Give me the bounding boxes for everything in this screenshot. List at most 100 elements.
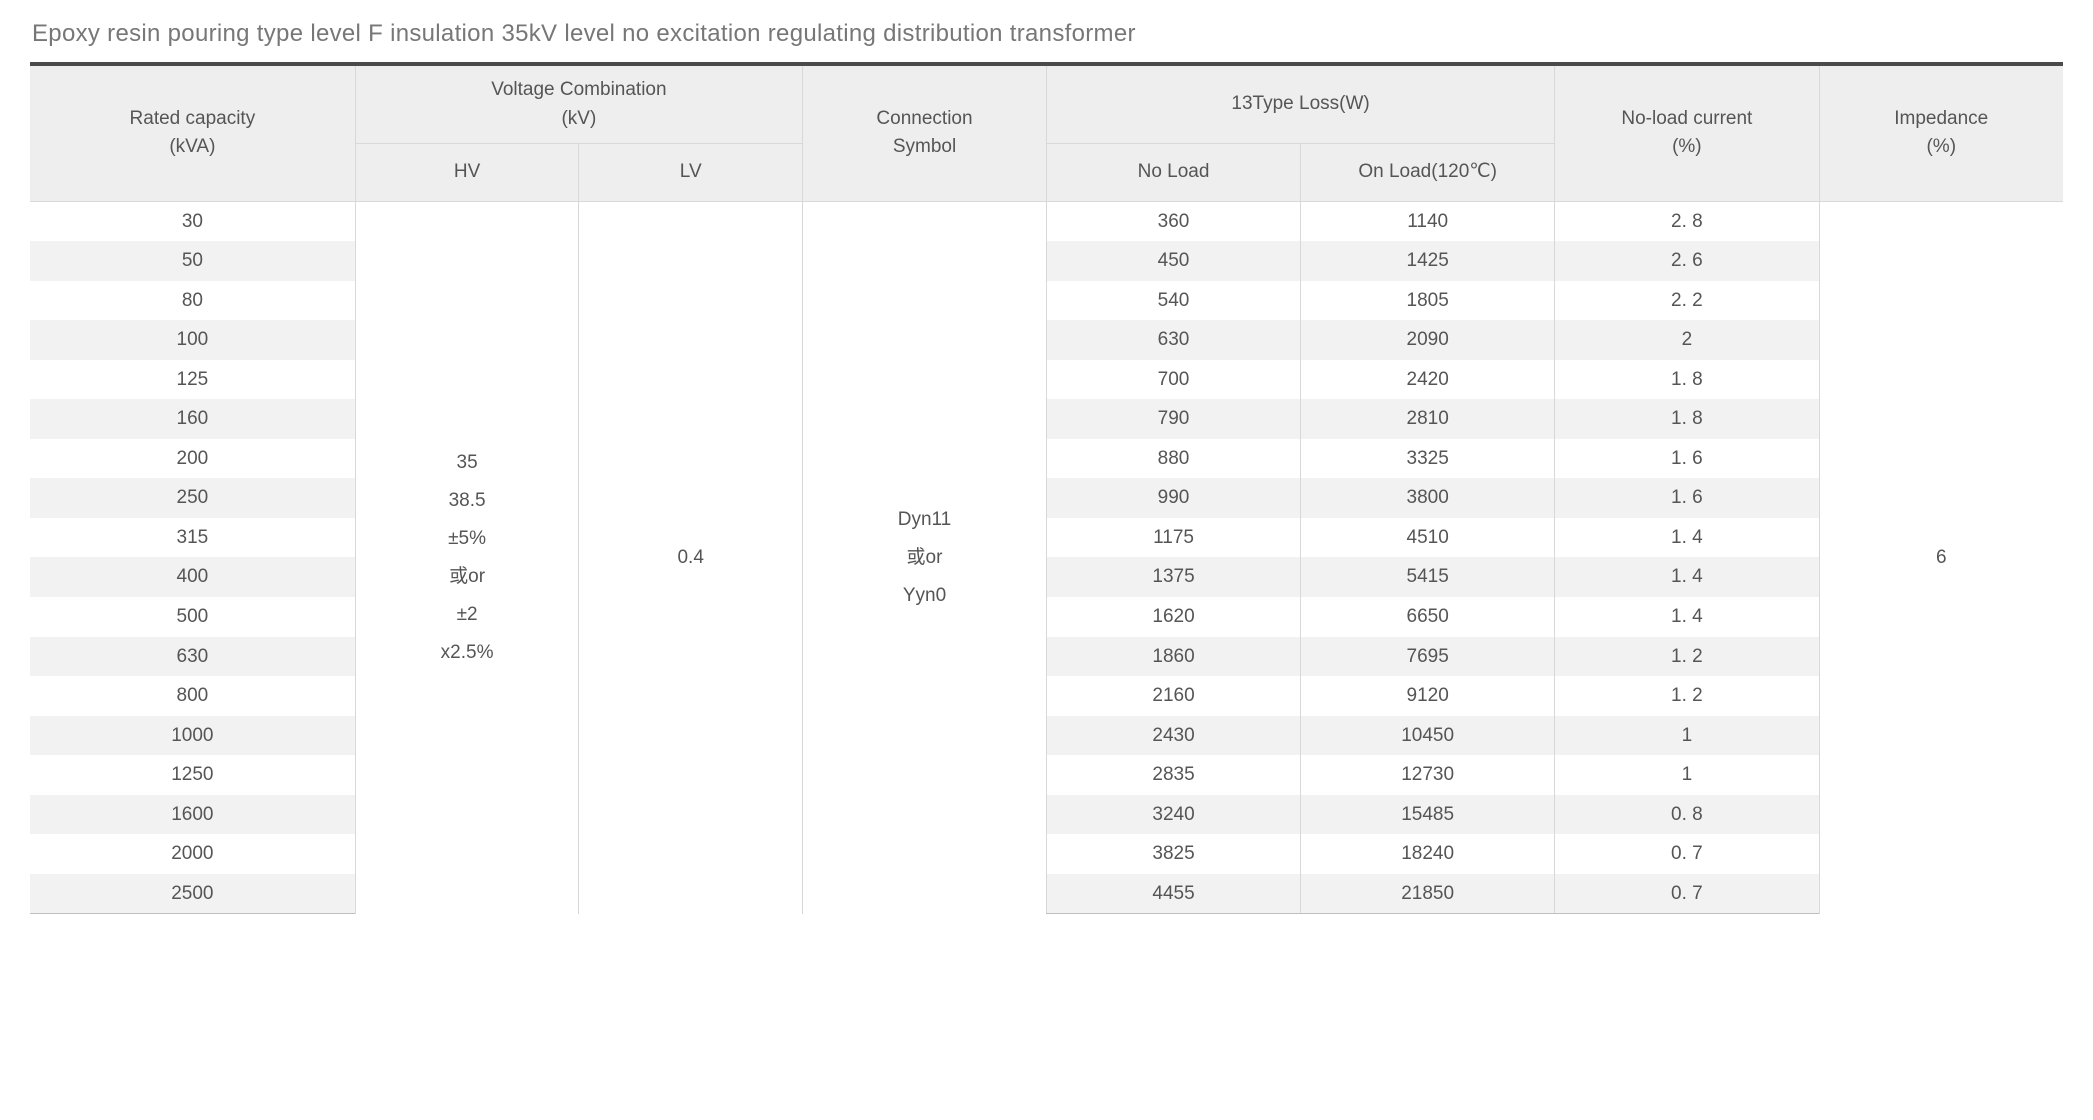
cell-rated-capacity: 1250	[30, 755, 355, 795]
cell-on-load: 15485	[1301, 795, 1555, 835]
cell-no-load: 360	[1046, 201, 1300, 241]
cell-rated-capacity: 30	[30, 201, 355, 241]
col-no-load-current: No-load current(%)	[1555, 64, 1819, 201]
cell-no-load-current: 1	[1555, 755, 1819, 795]
col-no-load: No Load	[1046, 144, 1300, 202]
cell-on-load: 2420	[1301, 360, 1555, 400]
cell-no-load: 1175	[1046, 518, 1300, 558]
transformer-spec-table: Rated capacity(kVA) Voltage Combination(…	[30, 62, 2063, 914]
table-row: 16079028101. 8	[30, 399, 2063, 439]
table-row: 303538.5±5%或or±2x2.5%0.4Dyn11或orYyn03601…	[30, 201, 2063, 241]
cell-no-load: 990	[1046, 478, 1300, 518]
cell-on-load: 1805	[1301, 281, 1555, 321]
cell-rated-capacity: 800	[30, 676, 355, 716]
cell-no-load-current: 0. 8	[1555, 795, 1819, 835]
table-row: 80 54018052. 2	[30, 281, 2063, 321]
cell-no-load: 630	[1046, 320, 1300, 360]
cell-on-load: 3800	[1301, 478, 1555, 518]
col-voltage-combination: Voltage Combination(kV)	[355, 64, 802, 144]
cell-no-load: 1860	[1046, 637, 1300, 677]
col-lv: LV	[579, 144, 803, 202]
cell-impedance-merged: 6	[1819, 201, 2063, 914]
cell-on-load: 1140	[1301, 201, 1555, 241]
col-type-loss: 13Type Loss(W)	[1046, 64, 1554, 144]
cell-no-load: 700	[1046, 360, 1300, 400]
cell-rated-capacity: 1600	[30, 795, 355, 835]
table-row: 630 186076951. 2	[30, 637, 2063, 677]
table-row: 50 45014252. 6	[30, 241, 2063, 281]
cell-no-load-current: 1. 8	[1555, 360, 1819, 400]
cell-no-load-current: 2. 6	[1555, 241, 1819, 281]
cell-no-load-current: 2	[1555, 320, 1819, 360]
cell-no-load: 2835	[1046, 755, 1300, 795]
cell-no-load-current: 1. 6	[1555, 478, 1819, 518]
cell-on-load: 1425	[1301, 241, 1555, 281]
cell-rated-capacity: 400	[30, 557, 355, 597]
cell-on-load: 4510	[1301, 518, 1555, 558]
cell-on-load: 7695	[1301, 637, 1555, 677]
cell-no-load: 3240	[1046, 795, 1300, 835]
table-row: 10002430104501	[30, 716, 2063, 756]
cell-rated-capacity: 125	[30, 360, 355, 400]
cell-on-load: 18240	[1301, 834, 1555, 874]
cell-rated-capacity: 50	[30, 241, 355, 281]
cell-rated-capacity: 1000	[30, 716, 355, 756]
cell-on-load: 5415	[1301, 557, 1555, 597]
cell-no-load: 540	[1046, 281, 1300, 321]
cell-on-load: 2810	[1301, 399, 1555, 439]
cell-no-load-current: 1. 8	[1555, 399, 1819, 439]
table-row: 100 63020902	[30, 320, 2063, 360]
cell-no-load-current: 1	[1555, 716, 1819, 756]
cell-rated-capacity: 2000	[30, 834, 355, 874]
table-body: 303538.5±5%或or±2x2.5%0.4Dyn11或orYyn03601…	[30, 201, 2063, 914]
table-row: 1600 3240154850. 8	[30, 795, 2063, 835]
cell-no-load: 3825	[1046, 834, 1300, 874]
col-rated-capacity: Rated capacity(kVA)	[30, 64, 355, 201]
table-row: 200 88033251. 6	[30, 439, 2063, 479]
cell-no-load-current: 1. 6	[1555, 439, 1819, 479]
cell-rated-capacity: 2500	[30, 874, 355, 914]
col-on-load: On Load(120℃)	[1301, 144, 1555, 202]
cell-no-load-current: 2. 2	[1555, 281, 1819, 321]
cell-rated-capacity: 500	[30, 597, 355, 637]
cell-on-load: 12730	[1301, 755, 1555, 795]
cell-on-load: 6650	[1301, 597, 1555, 637]
cell-no-load-current: 1. 4	[1555, 597, 1819, 637]
table-row: 25004455218500. 7	[30, 874, 2063, 914]
table-row: 1250 2835127301	[30, 755, 2063, 795]
cell-hv-merged: 3538.5±5%或or±2x2.5%	[355, 201, 579, 914]
col-hv: HV	[355, 144, 579, 202]
cell-no-load: 2160	[1046, 676, 1300, 716]
cell-no-load: 880	[1046, 439, 1300, 479]
cell-no-load-current: 1. 2	[1555, 676, 1819, 716]
table-row: 2000 3825182400. 7	[30, 834, 2063, 874]
cell-rated-capacity: 200	[30, 439, 355, 479]
cell-no-load: 1620	[1046, 597, 1300, 637]
cell-on-load: 2090	[1301, 320, 1555, 360]
page-title: Epoxy resin pouring type level F insulat…	[32, 20, 2063, 48]
table-header: Rated capacity(kVA) Voltage Combination(…	[30, 64, 2063, 201]
cell-rated-capacity: 630	[30, 637, 355, 677]
cell-no-load-current: 2. 8	[1555, 201, 1819, 241]
table-row: 25099038001. 6	[30, 478, 2063, 518]
table-row: 315117545101. 4	[30, 518, 2063, 558]
cell-no-load-current: 0. 7	[1555, 874, 1819, 914]
cell-rated-capacity: 315	[30, 518, 355, 558]
cell-rated-capacity: 160	[30, 399, 355, 439]
cell-lv-merged: 0.4	[579, 201, 803, 914]
cell-on-load: 21850	[1301, 874, 1555, 914]
cell-rated-capacity: 100	[30, 320, 355, 360]
cell-no-load: 450	[1046, 241, 1300, 281]
cell-on-load: 9120	[1301, 676, 1555, 716]
table-row: 800 216091201. 2	[30, 676, 2063, 716]
cell-on-load: 10450	[1301, 716, 1555, 756]
cell-on-load: 3325	[1301, 439, 1555, 479]
table-row: 400 137554151. 4	[30, 557, 2063, 597]
col-impedance: Impedance(%)	[1819, 64, 2063, 201]
cell-no-load-current: 1. 2	[1555, 637, 1819, 677]
cell-no-load-current: 0. 7	[1555, 834, 1819, 874]
col-connection-symbol: ConnectionSymbol	[803, 64, 1047, 201]
cell-no-load: 1375	[1046, 557, 1300, 597]
cell-rated-capacity: 80	[30, 281, 355, 321]
cell-no-load-current: 1. 4	[1555, 557, 1819, 597]
